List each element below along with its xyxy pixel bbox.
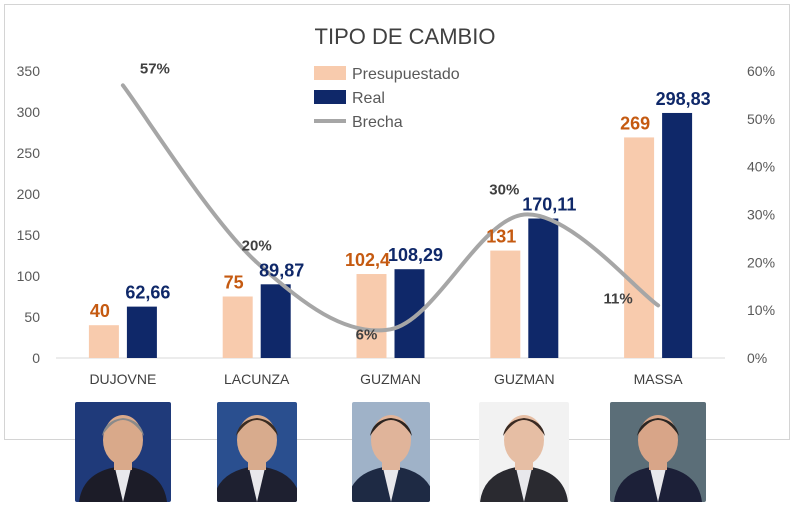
legend-label: Brecha — [352, 114, 403, 131]
bar-presupuestado — [356, 274, 387, 358]
photo-lacunza — [216, 402, 297, 502]
person-portrait-icon — [614, 415, 703, 502]
x-tick-label: DUJOVNE — [89, 371, 156, 387]
x-tick-label: LACUNZA — [224, 371, 290, 387]
y-tick-label: 50 — [24, 309, 40, 325]
bar-presupuestado — [624, 137, 655, 358]
y2-tick-label: 40% — [747, 159, 775, 175]
chart-bars — [88, 112, 693, 358]
person-portrait-icon — [78, 415, 167, 502]
data-label-real: 62,66 — [125, 283, 170, 303]
bar-presupuestado — [490, 250, 521, 358]
data-label-presupuestado: 40 — [90, 301, 110, 321]
bar-real — [662, 112, 693, 358]
y-tick-label: 300 — [17, 104, 41, 120]
chart-data-labels: 40 75 102,4 131 269 62,66 89,87 108,29 170,11 298… — [90, 89, 711, 321]
data-label-real: 108,29 — [388, 245, 443, 265]
y-tick-label: 200 — [17, 186, 41, 202]
legend-label: Presupuestado — [352, 66, 460, 83]
data-label-presupuestado: 102,4 — [345, 250, 390, 270]
legend-swatch — [314, 66, 346, 80]
person-portrait-icon — [351, 415, 430, 502]
x-tick-label: GUZMAN — [360, 371, 421, 387]
data-label-brecha: 11% — [603, 290, 632, 307]
y2-tick-label: 0% — [747, 350, 767, 366]
y2-tick-label: 30% — [747, 207, 775, 223]
photo-dujovne — [74, 402, 171, 502]
legend-swatch — [314, 90, 346, 104]
x-tick-label: MASSA — [634, 371, 684, 387]
data-label-brecha: 30% — [489, 182, 519, 199]
y-tick-label: 100 — [17, 268, 41, 284]
photo-guzman-1 — [351, 402, 430, 502]
x-tick-label: GUZMAN — [494, 371, 555, 387]
data-label-brecha: 57% — [140, 60, 170, 77]
y-tick-label: 0 — [32, 350, 40, 366]
chart-line: 57% 20% 6% 30% 11% — [120, 60, 661, 343]
data-label-presupuestado: 269 — [620, 113, 650, 133]
line-brecha — [120, 83, 661, 333]
y-tick-label: 250 — [17, 145, 41, 161]
bar-presupuestado — [222, 296, 253, 358]
data-label-real: 298,83 — [656, 89, 711, 109]
y2-tick-label: 10% — [747, 302, 775, 318]
person-portrait-icon — [216, 415, 297, 502]
person-portrait-icon — [480, 415, 569, 502]
photo-guzman-2 — [479, 402, 570, 502]
y2-tick-label: 50% — [747, 111, 775, 127]
chart-legend: Presupuestado Real Brecha — [314, 66, 460, 131]
y-tick-label: 150 — [17, 227, 41, 243]
photo-massa — [610, 402, 707, 502]
data-label-real: 170,11 — [522, 195, 576, 215]
y-tick-label: 350 — [17, 63, 41, 79]
bar-real — [260, 284, 291, 358]
bar-presupuestado — [88, 325, 119, 358]
data-label-presupuestado: 75 — [224, 273, 244, 293]
y2-tick-label: 60% — [747, 63, 775, 79]
data-label-real: 89,87 — [259, 260, 304, 280]
chart-axes: 0 50 100 150 200 250 300 350 0% 10% 20% 30% 40% 50% 60… — [17, 63, 775, 387]
chart-frame — [4, 4, 790, 440]
data-label-brecha: 20% — [242, 237, 272, 254]
chart-title: TIPO DE CAMBIO — [315, 24, 496, 49]
y2-tick-label: 20% — [747, 254, 775, 270]
bar-real — [126, 306, 157, 358]
bar-real — [528, 218, 559, 358]
legend-label: Real — [352, 90, 385, 107]
data-label-presupuestado: 131 — [486, 227, 516, 247]
data-label-brecha: 6% — [356, 326, 378, 343]
